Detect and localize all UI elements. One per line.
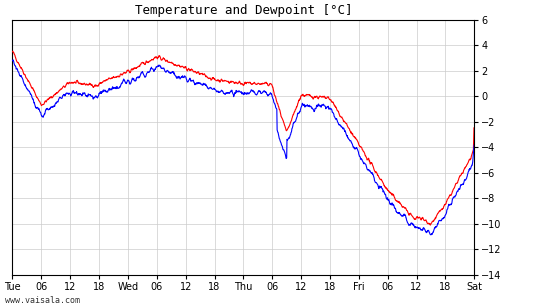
Title: Temperature and Dewpoint [°C]: Temperature and Dewpoint [°C] — [135, 4, 352, 17]
Text: www.vaisala.com: www.vaisala.com — [5, 296, 81, 305]
